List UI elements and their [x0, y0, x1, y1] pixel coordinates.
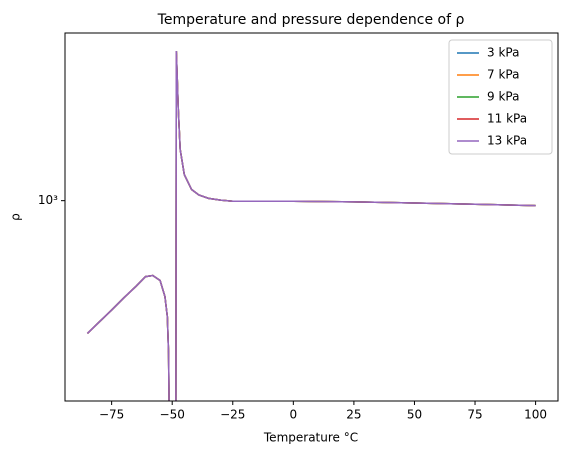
x-tick-label: 75: [467, 408, 482, 422]
x-tick-label: −75: [99, 408, 124, 422]
x-tick-label: −50: [160, 408, 185, 422]
legend-label: 3 kPa: [487, 46, 519, 60]
x-tick-label: 100: [524, 408, 547, 422]
plot-frame: [64, 32, 559, 402]
legend-label: 9 kPa: [487, 90, 519, 104]
x-tick-label: −25: [220, 408, 245, 422]
plot-lines: [86, 50, 536, 401]
y-tick-label: 10³: [38, 193, 58, 207]
legend-box: [448, 39, 553, 155]
x-axis-label: Temperature °C: [263, 431, 358, 445]
x-tick-label: 50: [407, 408, 422, 422]
legend-label: 7 kPa: [487, 68, 519, 82]
legend-label: 13 kPa: [487, 134, 527, 148]
chart-title: Temperature and pressure dependence of ρ: [157, 12, 465, 28]
data-line: [86, 50, 536, 401]
y-axis-label: ρ: [9, 213, 23, 221]
x-tick-label: 0: [290, 408, 298, 422]
legend-label: 11 kPa: [487, 112, 527, 126]
x-tick-label: 25: [346, 408, 361, 422]
